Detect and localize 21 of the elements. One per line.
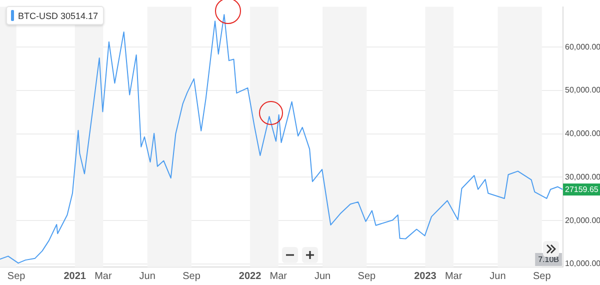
y-tick-label: 40,000.00 [565, 129, 600, 138]
x-tick-label: Sep [532, 270, 552, 282]
x-tick-label: Jun [490, 270, 506, 282]
annotation: 27159.65 [565, 184, 599, 194]
x-tick-label: Sep [7, 270, 26, 282]
x-tick-label: Jun [314, 270, 331, 282]
x-tick-label: Sep [182, 270, 201, 282]
legend-label: BTC-USD 30514.17 [18, 10, 98, 20]
x-tick-label: Sep [358, 270, 376, 282]
x-tick-label: 2023 [414, 270, 437, 282]
y-tick-label: 20,000.00 [565, 216, 600, 225]
x-tick-label: 2021 [64, 270, 86, 282]
y-tick-label: 50,000.00 [565, 86, 600, 95]
x-tick-label: Mar [444, 270, 463, 282]
y-tick-label: 60,000.00 [565, 42, 600, 52]
y-tick-label: 30,000.00 [565, 172, 600, 182]
x-tick-label: Mar [270, 270, 288, 282]
x-tick-label: Mar [94, 270, 112, 282]
x-tick-label: Jun [139, 270, 156, 282]
x-tick-label: 2022 [238, 270, 262, 282]
y-tick-label: 10,000.00 [565, 259, 600, 268]
